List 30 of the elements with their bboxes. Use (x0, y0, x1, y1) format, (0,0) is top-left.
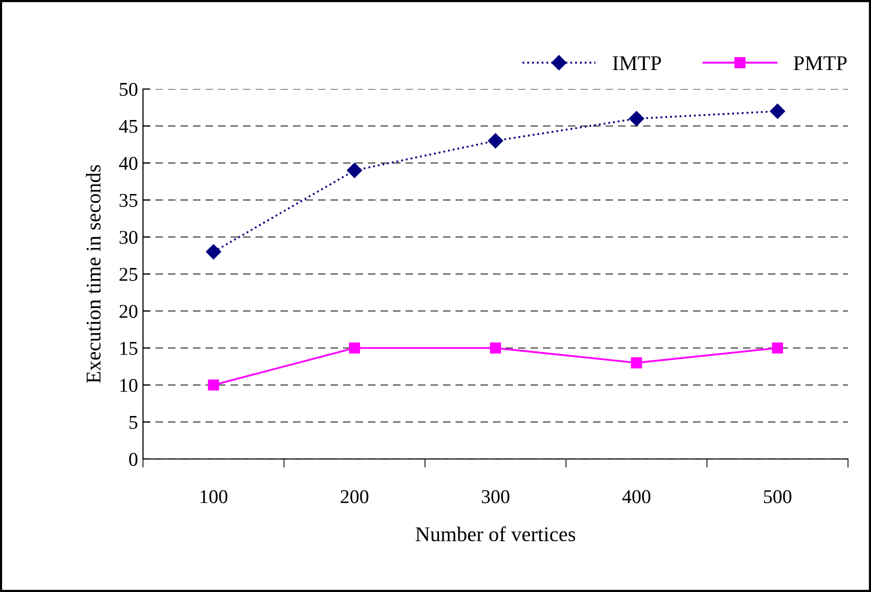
y-tick-label: 40 (119, 156, 138, 170)
legend-label: IMTP (612, 56, 662, 70)
y-tick-label: 25 (120, 268, 138, 281)
y-axis-title: Execution time in seconds (86, 165, 101, 384)
point (488, 133, 504, 148)
x-tick-label: 500 (764, 490, 792, 504)
y-tick-label: 15 (120, 342, 138, 355)
point (490, 342, 502, 354)
x-axis-title: Number of vertices (416, 526, 576, 542)
point (772, 342, 784, 354)
y-tick-label: 0 (129, 452, 138, 466)
point (770, 104, 786, 119)
x-tick-label: 400 (622, 490, 650, 504)
legend-label: PMTP (794, 56, 847, 70)
y-tick-label: 30 (120, 230, 138, 244)
point (628, 111, 644, 126)
x-tick-label: 300 (482, 490, 510, 504)
y-tick-label: 20 (120, 304, 138, 318)
y-tick-label: 35 (120, 194, 138, 207)
y-tick-label: 5 (130, 416, 138, 429)
point (206, 244, 222, 260)
x-tick-label: 100 (200, 490, 228, 504)
y-tick-label: 10 (120, 378, 138, 392)
point (346, 162, 362, 178)
x-tick-label: 200 (340, 490, 368, 504)
y-tick-label: 50 (120, 82, 138, 96)
point (630, 357, 642, 368)
point (348, 342, 360, 354)
y-tick-label: 45 (119, 120, 138, 133)
point (208, 379, 220, 391)
